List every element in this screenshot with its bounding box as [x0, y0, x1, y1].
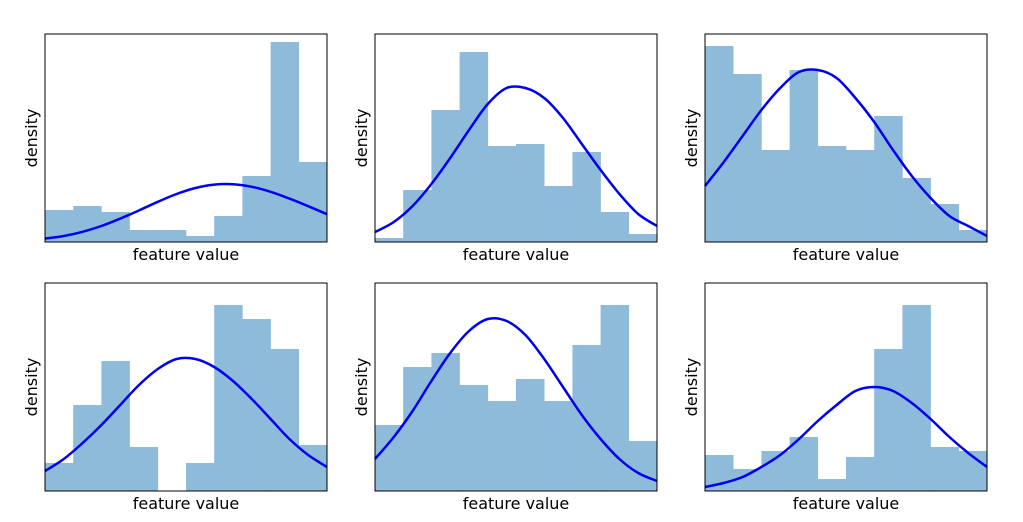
- histogram-bar-9: [930, 204, 960, 242]
- density-curve: [374, 316, 658, 483]
- axes-frame: [704, 282, 988, 492]
- histogram-bar-5: [487, 401, 517, 491]
- histogram-bar-8: [572, 152, 601, 242]
- y-axis-label: density: [22, 109, 41, 168]
- chart-panel-1: feature value density: [22, 33, 328, 264]
- density-curve: [704, 68, 988, 238]
- histogram-bar-4: [129, 230, 159, 242]
- y-axis-label: density: [352, 358, 371, 417]
- x-axis-label: feature value: [463, 494, 570, 513]
- histogram-bar-3: [101, 361, 130, 491]
- histogram-bar-8: [902, 178, 931, 242]
- axes-frame: [374, 33, 658, 243]
- histogram-bar-9: [600, 212, 630, 242]
- histogram-bar-7: [544, 186, 573, 242]
- chart-panel-6: feature value density: [682, 282, 988, 513]
- histogram-bar-10: [628, 234, 658, 242]
- histogram-bar-9: [930, 447, 960, 491]
- histogram-bar-1: [375, 238, 404, 242]
- histogram-bar-5: [487, 146, 517, 242]
- chart-panel-2: feature value density: [352, 33, 658, 264]
- histogram-bar-6: [186, 236, 215, 242]
- histogram-bar-5: [817, 479, 847, 491]
- chart-panel-4: feature value density: [22, 282, 328, 513]
- histogram-bar-7: [874, 116, 903, 242]
- density-curve: [704, 385, 988, 489]
- histogram-bar-2: [73, 206, 102, 242]
- histogram-bar-5: [817, 146, 847, 242]
- histogram-bar-7: [214, 216, 243, 242]
- density-curve: [374, 85, 658, 234]
- histogram-bar-2: [733, 74, 762, 242]
- histogram-bar-4: [459, 385, 489, 491]
- x-axis-label: feature value: [133, 245, 240, 264]
- axes-frame: [44, 33, 328, 243]
- chart-panel-5: feature value density: [352, 282, 658, 513]
- histogram-bar-1: [375, 425, 404, 491]
- histogram-bar-6: [846, 457, 875, 491]
- histogram-bar-2: [403, 190, 432, 242]
- axes-frame: [704, 33, 988, 243]
- histogram-bar-10: [628, 441, 658, 491]
- histogram-bar-10: [958, 230, 988, 242]
- y-axis-label: density: [682, 358, 701, 417]
- histogram-bar-3: [761, 150, 790, 242]
- density-curve: [44, 182, 328, 240]
- histogram-bar-7: [214, 305, 243, 491]
- x-axis-label: feature value: [463, 245, 570, 264]
- histogram-bar-6: [516, 144, 545, 242]
- axes-frame: [44, 282, 328, 492]
- histogram-bar-3: [431, 110, 460, 242]
- histogram-bar-4: [129, 447, 159, 491]
- x-axis-label: feature value: [793, 494, 900, 513]
- y-axis-label: density: [352, 109, 371, 168]
- histogram-bar-1: [705, 46, 734, 242]
- histogram-bar-4: [789, 70, 819, 242]
- histogram-bar-8: [902, 305, 931, 491]
- histogram-bar-4: [459, 52, 489, 242]
- histogram-bar-10: [298, 162, 328, 242]
- histogram-bar-4: [789, 437, 819, 491]
- histogram-bar-5: [157, 230, 187, 242]
- histogram-bar-8: [572, 345, 601, 491]
- histogram-bar-7: [874, 349, 903, 491]
- histogram-bar-6: [186, 463, 215, 491]
- axes-frame: [374, 282, 658, 492]
- histogram-bar-9: [270, 349, 300, 491]
- histogram-bar-6: [516, 379, 545, 491]
- histogram-bar-9: [600, 305, 630, 491]
- y-axis-label: density: [22, 358, 41, 417]
- histogram-bar-3: [431, 353, 460, 491]
- histogram-bar-6: [846, 150, 875, 242]
- histogram-bar-7: [544, 401, 573, 491]
- x-axis-label: feature value: [793, 245, 900, 264]
- x-axis-label: feature value: [133, 494, 240, 513]
- density-curve: [44, 356, 328, 473]
- histogram-bar-2: [733, 469, 762, 491]
- chart-panel-3: feature value density: [682, 33, 988, 264]
- y-axis-label: density: [682, 109, 701, 168]
- histogram-bar-9: [270, 42, 300, 242]
